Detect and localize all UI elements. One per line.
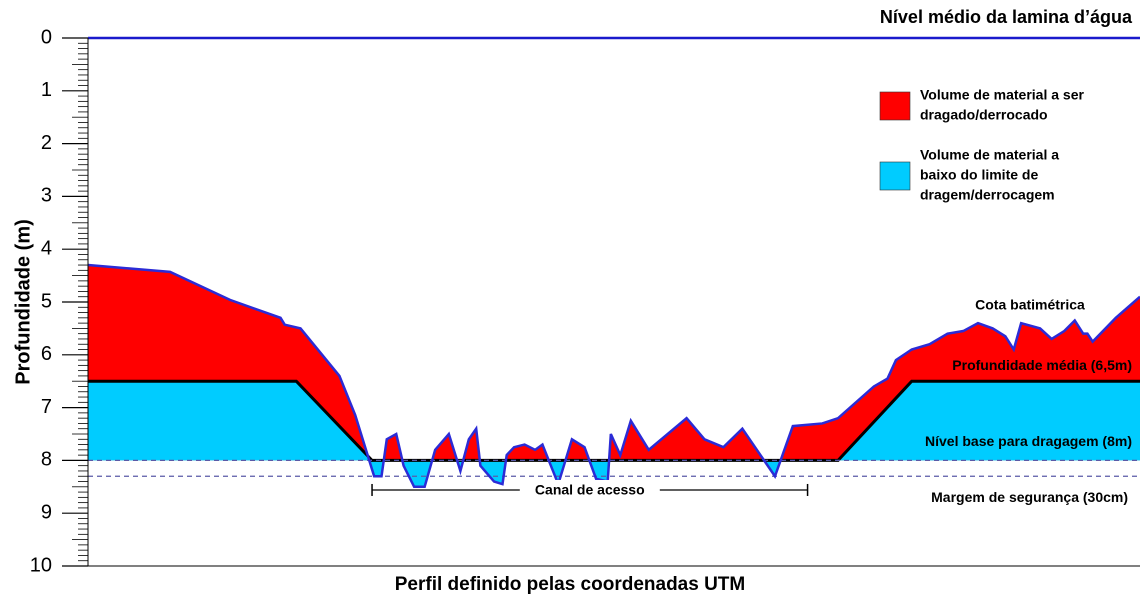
x-axis-label: Perfil definido pelas coordenadas UTM — [395, 574, 746, 595]
legend-label: Volume de material a — [920, 147, 1059, 163]
channel-label-bg — [519, 479, 660, 500]
y-tick-label: 8 — [41, 449, 52, 471]
dredge-area — [88, 265, 1140, 461]
safety-margin-label: Margem de segurança (30cm) — [931, 489, 1128, 505]
y-tick-label: 0 — [41, 26, 52, 48]
y-tick-label: 9 — [41, 501, 52, 523]
y-tick-label: 5 — [41, 290, 52, 312]
legend-label: Volume de material a ser — [920, 87, 1084, 103]
legend-label: dragem/derrocagem — [920, 187, 1055, 203]
chart-title: Nível médio da lamina d’água — [880, 7, 1133, 27]
channel-label: Canal de acesso — [535, 482, 645, 498]
legend-swatch — [879, 91, 911, 121]
base-level-label: Nível base para dragagem (8m) — [925, 433, 1132, 449]
profile-label: Cota batimétrica — [975, 297, 1085, 313]
mean-depth-label: Profundidade média (6,5m) — [952, 357, 1132, 373]
y-tick-label: 2 — [41, 132, 52, 154]
y-tick-label: 10 — [30, 554, 52, 576]
y-tick-label: 4 — [41, 237, 52, 259]
y-tick-label: 6 — [41, 343, 52, 365]
y-tick-label: 7 — [41, 396, 52, 418]
legend-label: baixo do limite de — [920, 167, 1038, 183]
template-area — [88, 381, 1140, 461]
y-axis-label: Profundidade (m) — [12, 219, 34, 385]
y-tick-label: 3 — [41, 185, 52, 207]
profile-line — [87, 263, 1140, 489]
legend-label: dragado/derrocado — [920, 107, 1048, 123]
y-tick-label: 1 — [41, 79, 52, 101]
legend-swatch — [879, 161, 911, 191]
